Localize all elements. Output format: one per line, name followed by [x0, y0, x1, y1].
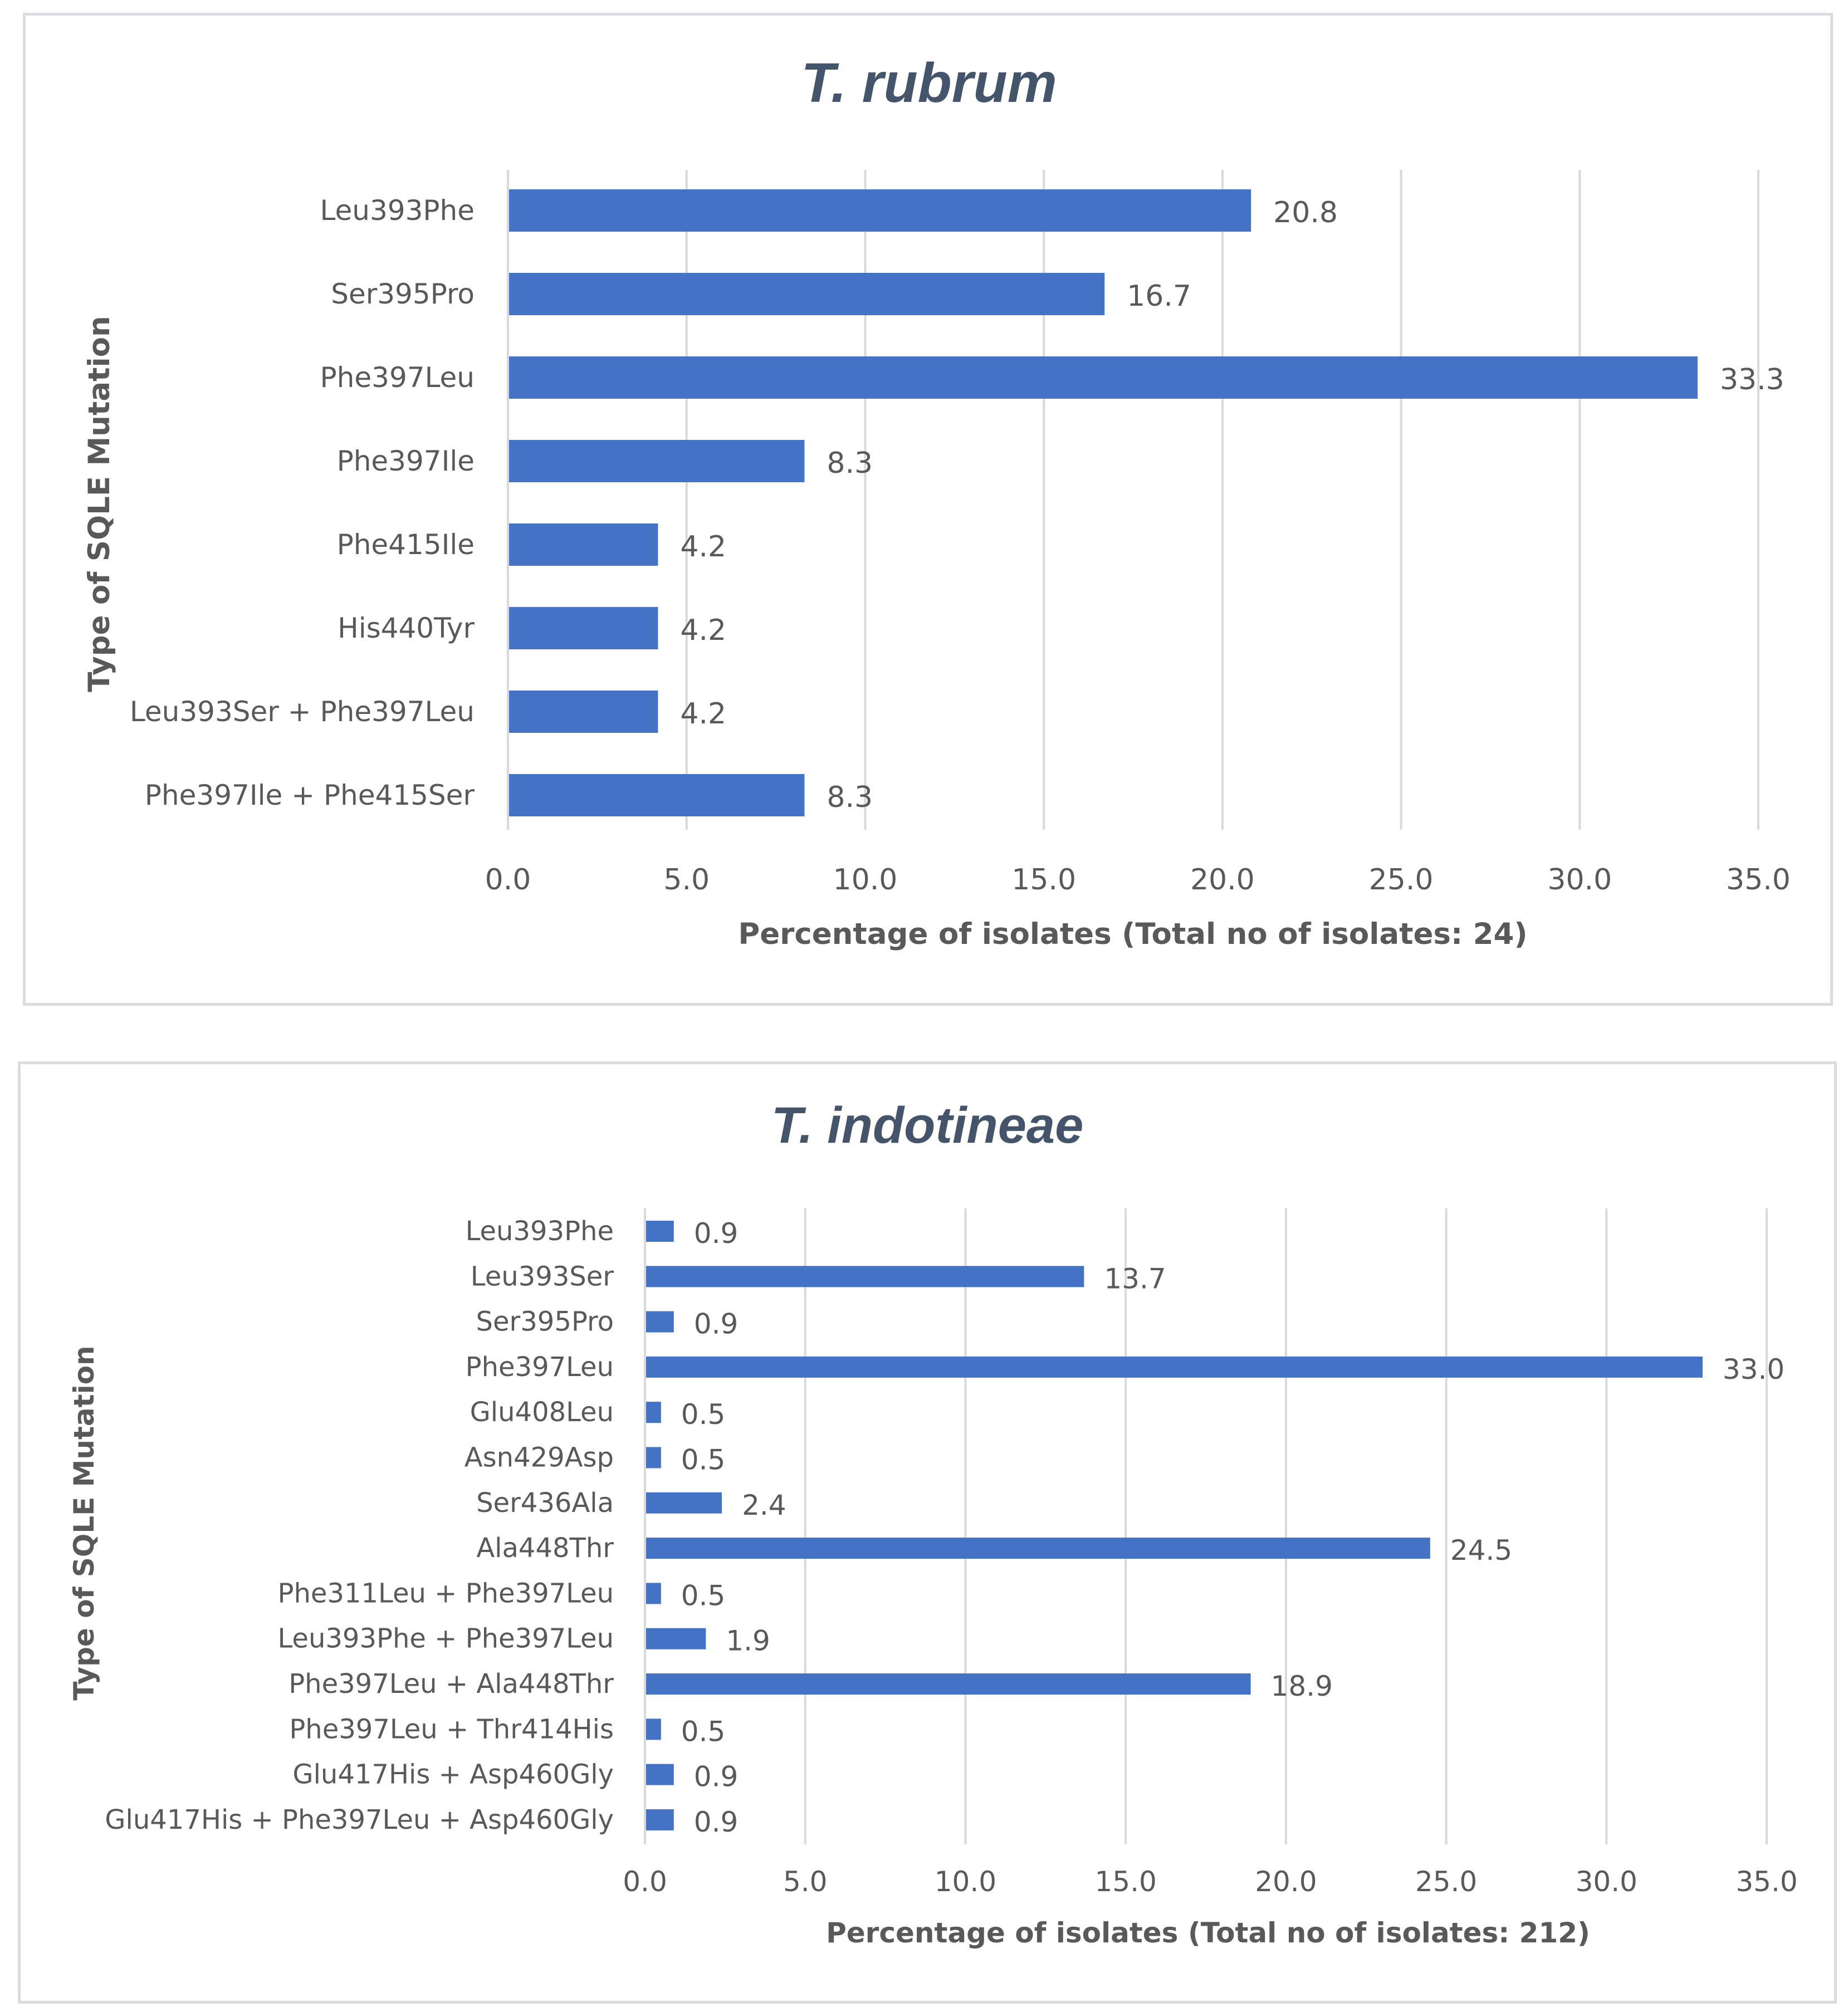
x-tick-label: 35.0 [1735, 1866, 1797, 1898]
x-tick-label: 20.0 [1190, 863, 1255, 897]
data-label: 33.0 [1723, 1353, 1785, 1386]
bar [645, 1221, 674, 1242]
category-label: Phe415Ile [337, 528, 475, 561]
data-label: 0.9 [694, 1308, 739, 1340]
category-label: Ser436Ala [476, 1487, 614, 1519]
chart-title: T. indotineae [771, 1097, 1084, 1154]
x-tick-label: 0.0 [485, 863, 531, 897]
category-label: Ser395Pro [476, 1306, 614, 1338]
chart-t-rubrum: T. rubrum Leu393Phe 20.8 Ser395Pro 16.7 Phe39… [82, 52, 1791, 951]
bar [508, 691, 658, 733]
bar [645, 1719, 661, 1740]
x-tick-label: 15.0 [1094, 1866, 1156, 1898]
data-label: 8.3 [827, 447, 873, 480]
data-label: 0.5 [681, 1444, 726, 1476]
bar [645, 1764, 674, 1785]
category-label: Phe397Leu + Ala448Thr [289, 1668, 614, 1700]
chart-panel-t-rubrum [23, 13, 1833, 1006]
category-label: Asn429Asp [465, 1442, 614, 1473]
y-axis-title: Type of SQLE Mutation [82, 316, 116, 692]
x-tick-label: 25.0 [1369, 863, 1434, 897]
data-label: 0.5 [681, 1579, 726, 1612]
chart-title: T. rubrum [801, 52, 1057, 114]
data-label: 0.5 [681, 1715, 726, 1747]
chart-panel-t-indotineae [18, 1061, 1837, 2004]
data-label: 20.8 [1273, 196, 1338, 229]
data-label: 16.7 [1127, 280, 1191, 313]
bar [645, 1402, 661, 1423]
x-tick-label: 5.0 [663, 863, 710, 897]
category-label: Phe397Leu [320, 361, 475, 394]
bar [645, 1583, 661, 1604]
x-tick-label: 35.0 [1726, 863, 1791, 897]
bar [645, 1447, 661, 1468]
data-label: 33.3 [1720, 363, 1785, 396]
data-label: 0.9 [694, 1217, 739, 1250]
data-label: 13.7 [1104, 1262, 1166, 1295]
category-label: Leu393Phe [466, 1216, 614, 1247]
category-label: Glu417His + Asp460Gly [292, 1759, 614, 1790]
x-tick-label: 15.0 [1011, 863, 1076, 897]
data-label: 0.5 [681, 1398, 726, 1431]
bar [645, 1311, 674, 1333]
data-label: 0.9 [694, 1761, 739, 1793]
data-label: 4.2 [680, 614, 726, 647]
bar [508, 273, 1105, 315]
bar [645, 1266, 1084, 1288]
data-label: 0.9 [694, 1806, 739, 1838]
y-axis-title: Type of SQLE Mutation [68, 1345, 100, 1700]
bar [645, 1538, 1430, 1559]
data-label: 1.9 [726, 1625, 770, 1657]
x-tick-label: 30.0 [1576, 1866, 1637, 1898]
category-label: Glu408Leu [470, 1397, 614, 1428]
bar [508, 607, 658, 649]
category-label: Phe397Ile [337, 445, 475, 477]
x-axis-title: Percentage of isolates (Total no of isol… [826, 1917, 1590, 1949]
bar [508, 440, 805, 482]
bar [645, 1673, 1251, 1695]
category-label: Ser395Pro [331, 278, 475, 310]
data-label: 24.5 [1450, 1534, 1512, 1566]
category-label: Phe397Ile + Phe415Ser [145, 779, 475, 811]
category-label: Leu393Phe [320, 194, 475, 227]
bar [508, 774, 805, 816]
x-tick-label: 25.0 [1415, 1866, 1477, 1898]
category-label: Phe311Leu + Phe397Leu [278, 1578, 614, 1609]
x-tick-label: 0.0 [623, 1866, 667, 1898]
bar [645, 1809, 674, 1830]
category-label: Glu417His + Phe397Leu + Asp460Gly [105, 1804, 614, 1835]
category-label: Leu393Ser [471, 1261, 614, 1292]
category-label: Ala448Thr [476, 1533, 614, 1564]
category-label: Phe397Leu [466, 1352, 614, 1383]
x-tick-label: 20.0 [1255, 1866, 1317, 1898]
data-label: 4.2 [680, 697, 726, 731]
category-label: His440Tyr [338, 612, 475, 644]
x-axis-title: Percentage of isolates (Total no of isol… [738, 917, 1527, 951]
bar [508, 189, 1251, 232]
data-label: 4.2 [680, 530, 726, 564]
data-label: 8.3 [827, 781, 873, 814]
category-label: Phe397Leu + Thr414His [289, 1714, 614, 1745]
x-tick-label: 10.0 [935, 1866, 996, 1898]
category-label: Leu393Phe + Phe397Leu [278, 1623, 614, 1654]
bar [508, 523, 658, 566]
bar [645, 1628, 706, 1649]
data-label: 2.4 [742, 1489, 786, 1521]
category-label: Leu393Ser + Phe397Leu [130, 696, 475, 728]
x-tick-label: 5.0 [783, 1866, 828, 1898]
bar [508, 356, 1698, 399]
data-label: 18.9 [1271, 1670, 1333, 1702]
x-tick-label: 10.0 [833, 863, 898, 897]
x-tick-label: 30.0 [1547, 863, 1612, 897]
bar [645, 1356, 1703, 1378]
bar [645, 1492, 722, 1514]
